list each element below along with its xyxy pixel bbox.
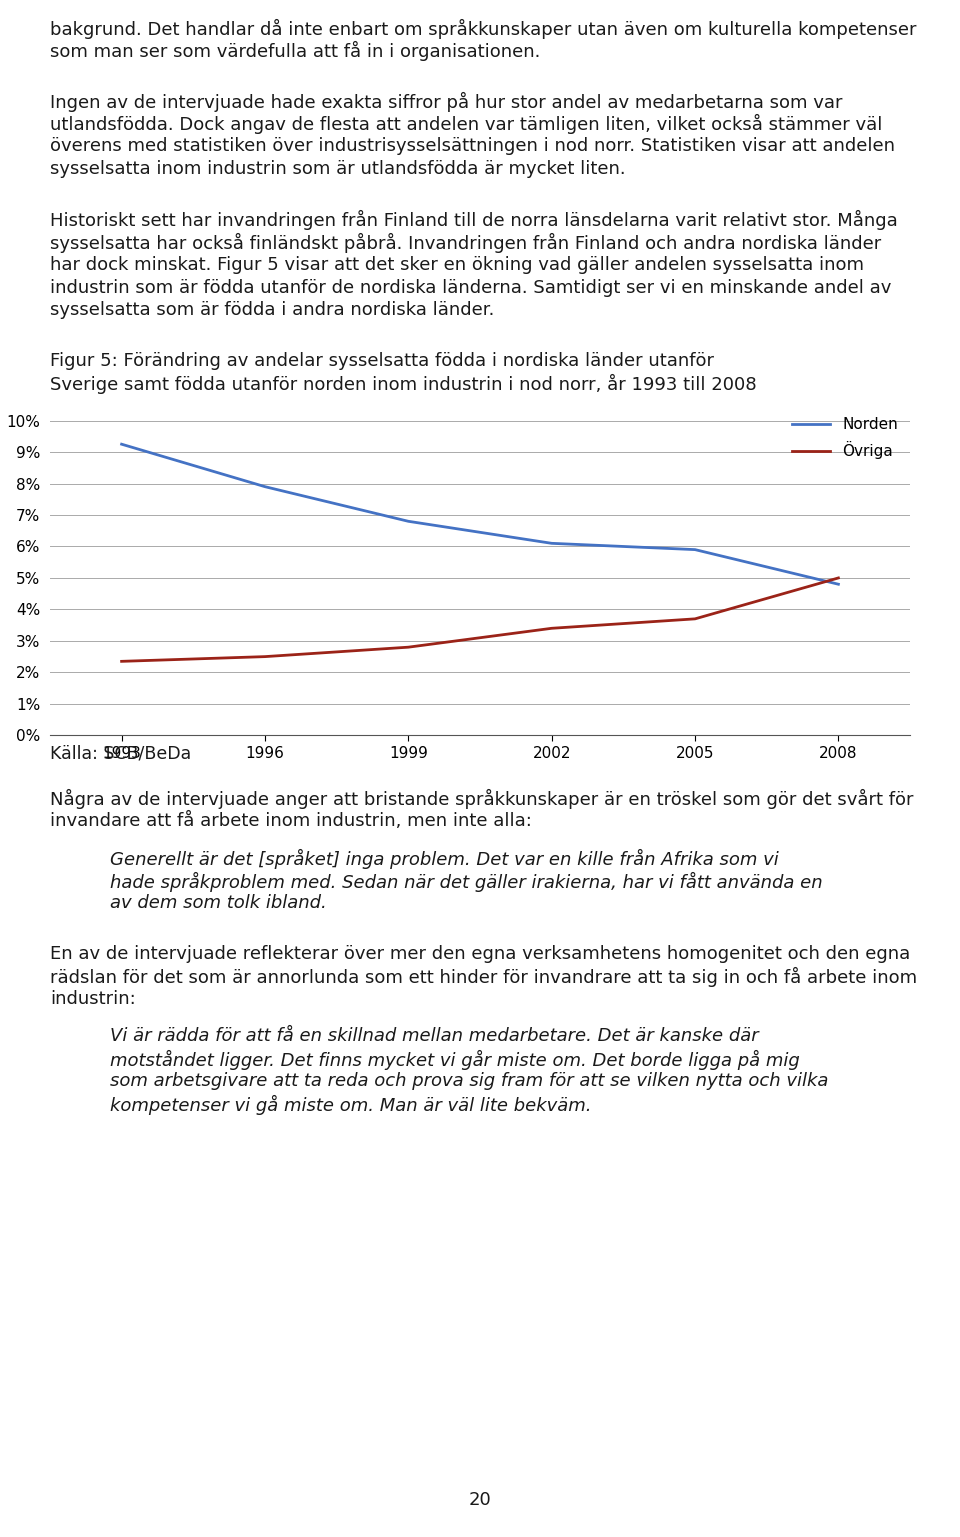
Text: motståndet ligger. Det finns mycket vi går miste om. Det borde ligga på mig: motståndet ligger. Det finns mycket vi g…: [110, 1050, 800, 1070]
Norden: [689, 541, 701, 559]
Text: rädslan för det som är annorlunda som ett hinder för invandrare att ta sig in oc: rädslan för det som är annorlunda som et…: [50, 967, 917, 987]
Text: 20: 20: [468, 1491, 492, 1509]
Norden: [259, 478, 271, 496]
Text: har dock minskat. Figur 5 visar att det sker en ökning vad gäller andelen syssel: har dock minskat. Figur 5 visar att det …: [50, 255, 864, 274]
Text: sysselsatta har också finländskt påbrå. Invandringen från Finland och andra nord: sysselsatta har också finländskt påbrå. …: [50, 234, 881, 254]
Text: som man ser som värdefulla att få in i organisationen.: som man ser som värdefulla att få in i o…: [50, 41, 540, 61]
Text: sysselsatta inom industrin som är utlandsfödda är mycket liten.: sysselsatta inom industrin som är utland…: [50, 160, 626, 178]
Text: av dem som tolk ibland.: av dem som tolk ibland.: [110, 895, 327, 913]
Övriga: [546, 619, 558, 638]
Text: Historiskt sett har invandringen från Finland till de norra länsdelarna varit re: Historiskt sett har invandringen från Fi…: [50, 211, 898, 231]
Text: Källa: SCB/BeDa: Källa: SCB/BeDa: [50, 744, 191, 762]
Text: utlandsfödda. Dock angav de flesta att andelen var tämligen liten, vilket också : utlandsfödda. Dock angav de flesta att a…: [50, 114, 882, 134]
Text: industrin:: industrin:: [50, 990, 135, 1008]
Text: som arbetsgivare att ta reda och prova sig fram för att se vilken nytta och vilk: som arbetsgivare att ta reda och prova s…: [110, 1073, 828, 1090]
Line: Övriga: Övriga: [122, 578, 838, 661]
Text: kompetenser vi gå miste om. Man är väl lite bekväm.: kompetenser vi gå miste om. Man är väl l…: [110, 1094, 592, 1114]
Norden: [116, 435, 128, 453]
Text: Vi är rädda för att få en skillnad mellan medarbetare. Det är kanske där: Vi är rädda för att få en skillnad mella…: [110, 1027, 759, 1045]
Text: Figur 5: Förändring av andelar sysselsatta födda i nordiska länder utanför: Figur 5: Förändring av andelar sysselsat…: [50, 352, 714, 370]
Norden: [402, 512, 414, 530]
Övriga: [116, 652, 128, 670]
Text: Några av de intervjuade anger att bristande språkkunskaper är en tröskel som gör: Några av de intervjuade anger att brista…: [50, 790, 913, 810]
Norden: [546, 533, 558, 552]
Text: Sverige samt födda utanför norden inom industrin i nod norr, år 1993 till 2008: Sverige samt födda utanför norden inom i…: [50, 375, 756, 395]
Text: bakgrund. Det handlar då inte enbart om språkkunskaper utan även om kulturella k: bakgrund. Det handlar då inte enbart om …: [50, 18, 917, 38]
Övriga: [259, 647, 271, 666]
Text: Ingen av de intervjuade hade exakta siffror på hur stor andel av medarbetarna so: Ingen av de intervjuade hade exakta siff…: [50, 92, 843, 112]
Line: Norden: Norden: [122, 444, 838, 584]
Övriga: [402, 638, 414, 656]
Norden: [832, 575, 844, 593]
Legend: Norden, Övriga: Norden, Övriga: [787, 412, 902, 464]
Text: sysselsatta som är födda i andra nordiska länder.: sysselsatta som är födda i andra nordisk…: [50, 301, 494, 320]
Text: överens med statistiken över industrisysselsättningen i nod norr. Statistiken vi: överens med statistiken över industrisys…: [50, 137, 895, 155]
Text: Generellt är det [språket] inga problem. Det var en kille från Afrika som vi: Generellt är det [språket] inga problem.…: [110, 848, 780, 868]
Text: En av de intervjuade reflekterar över mer den egna verksamhetens homogenitet och: En av de intervjuade reflekterar över me…: [50, 945, 910, 962]
Text: industrin som är födda utanför de nordiska länderna. Samtidigt ser vi en minskan: industrin som är födda utanför de nordis…: [50, 278, 891, 297]
Övriga: [832, 569, 844, 587]
Text: invandare att få arbete inom industrin, men inte alla:: invandare att få arbete inom industrin, …: [50, 812, 532, 830]
Text: hade språkproblem med. Sedan när det gäller irakierna, har vi fått använda en: hade språkproblem med. Sedan när det gäl…: [110, 871, 823, 891]
Övriga: [689, 610, 701, 629]
